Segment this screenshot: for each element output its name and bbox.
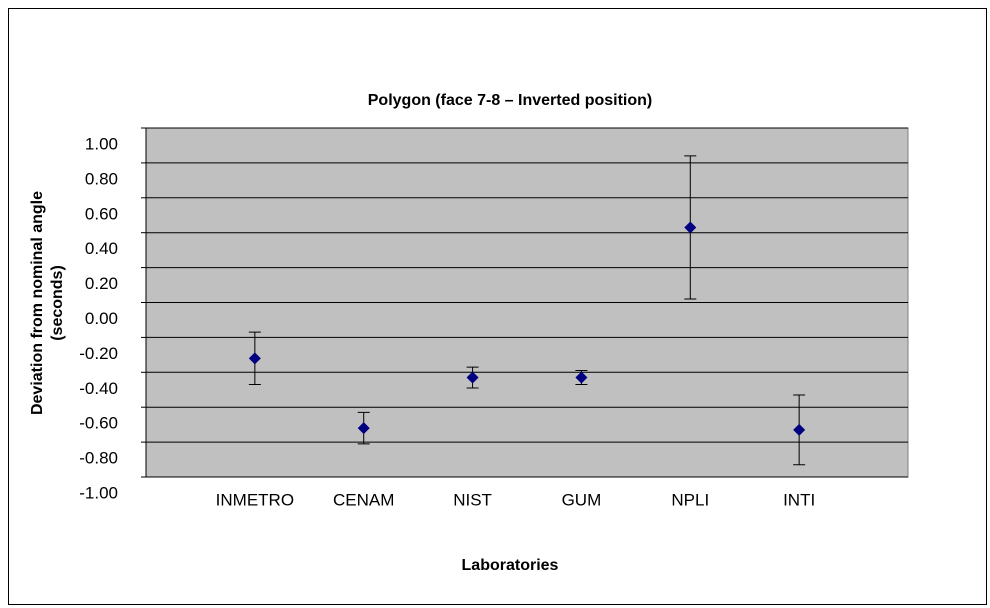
x-tick-label: INTI: [783, 490, 815, 509]
x-tick-label: INMETRO: [216, 490, 294, 509]
x-axis-title: Laboratories: [462, 557, 559, 574]
y-axis-title-line: (seconds): [49, 265, 66, 341]
data-point: [793, 423, 806, 436]
y-tick-label: 0.80: [85, 169, 118, 188]
x-tick-label: CENAM: [333, 490, 394, 509]
data-point: [357, 422, 370, 435]
y-tick-label: -0.60: [79, 414, 118, 433]
data-point: [248, 352, 261, 365]
y-tick-label: 0.20: [85, 274, 118, 293]
x-tick-label: GUM: [562, 490, 602, 509]
y-tick-label: 0.40: [85, 239, 118, 258]
y-tick-label: -0.80: [79, 449, 118, 468]
y-tick-label: 0.00: [85, 309, 118, 328]
y-tick-label: 1.00: [85, 134, 118, 153]
y-tick-label: -0.40: [79, 379, 118, 398]
y-axis-title: Deviation from nominal angle (seconds): [29, 191, 66, 415]
x-tick-label: NPLI: [671, 490, 709, 509]
chart-title: Polygon (face 7-8 – Inverted position): [368, 92, 653, 109]
y-tick-label: 0.60: [85, 204, 118, 223]
y-tick-label: -0.20: [79, 344, 118, 363]
data-point: [575, 371, 588, 384]
data-point: [684, 221, 697, 234]
y-axis-title-line: Deviation from nominal angle: [29, 191, 46, 415]
y-tick-label: -1.00: [79, 483, 118, 502]
data-point: [466, 371, 479, 384]
x-tick-label: NIST: [453, 490, 492, 509]
